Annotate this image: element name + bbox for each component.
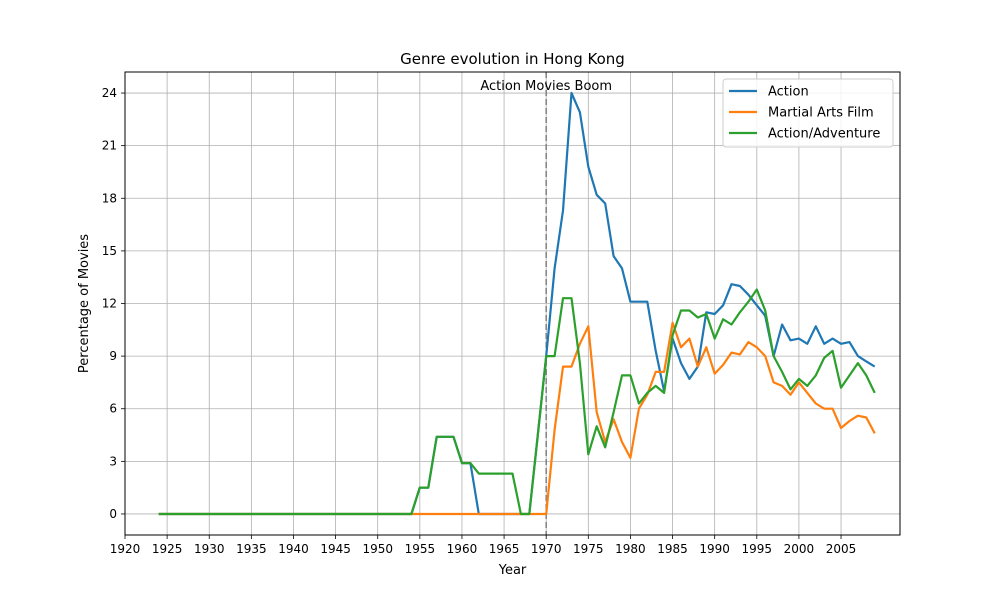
- legend-label-martial-arts-film: Martial Arts Film: [768, 106, 874, 121]
- y-tick-label: 6: [109, 402, 117, 416]
- x-tick-label: 1940: [278, 542, 309, 556]
- x-tick-label: 1980: [615, 542, 646, 556]
- annotation-label: Action Movies Boom: [480, 79, 612, 94]
- x-tick-label: 1920: [110, 542, 141, 556]
- y-tick-label: 12: [102, 297, 117, 311]
- y-tick-label: 18: [102, 191, 117, 205]
- x-tick-label: 1995: [742, 542, 773, 556]
- y-tick-label: 0: [109, 507, 117, 521]
- x-tick-label: 1960: [447, 542, 478, 556]
- y-tick-label: 15: [102, 244, 117, 258]
- x-tick-label: 2005: [826, 542, 857, 556]
- series-lines: [158, 91, 876, 516]
- legend-box: [722, 78, 894, 148]
- legend-label-action: Action: [768, 85, 809, 100]
- x-tick-label: 1930: [194, 542, 225, 556]
- x-tick-label: 1965: [489, 542, 520, 556]
- x-axis-title: Year: [498, 563, 527, 578]
- series-line-action-adventure: [158, 288, 876, 516]
- x-tick-label: 1985: [657, 542, 688, 556]
- x-tick-label: 1925: [152, 542, 183, 556]
- chart-title: Genre evolution in Hong Kong: [400, 50, 625, 68]
- axis-ticks: 1920 1925 1930 1935 1940 1945 1950 1955 1960 1965…: [102, 86, 857, 556]
- x-tick-label: 2000: [784, 542, 815, 556]
- x-tick-label: 1935: [236, 542, 267, 556]
- x-tick-label: 1970: [531, 542, 562, 556]
- y-tick-label: 21: [102, 139, 117, 153]
- grid: [124, 72, 900, 535]
- annotation: Action Movies Boom: [480, 72, 612, 535]
- x-tick-label: 1950: [362, 542, 393, 556]
- x-tick-label: 1990: [699, 542, 730, 556]
- series-line-martial-arts-film: [158, 321, 876, 516]
- x-tick-label: 1955: [405, 542, 436, 556]
- y-tick-label: 3: [109, 454, 117, 468]
- y-axis-title: Percentage of Movies: [77, 234, 92, 373]
- legend: Action Martial Arts Film Action/Adventure: [722, 78, 894, 148]
- legend-label-action-adventure: Action/Adventure: [768, 127, 880, 142]
- x-tick-label: 1975: [573, 542, 604, 556]
- x-tick-label: 1945: [320, 542, 351, 556]
- y-tick-label: 24: [102, 86, 117, 100]
- y-tick-label: 9: [109, 349, 117, 363]
